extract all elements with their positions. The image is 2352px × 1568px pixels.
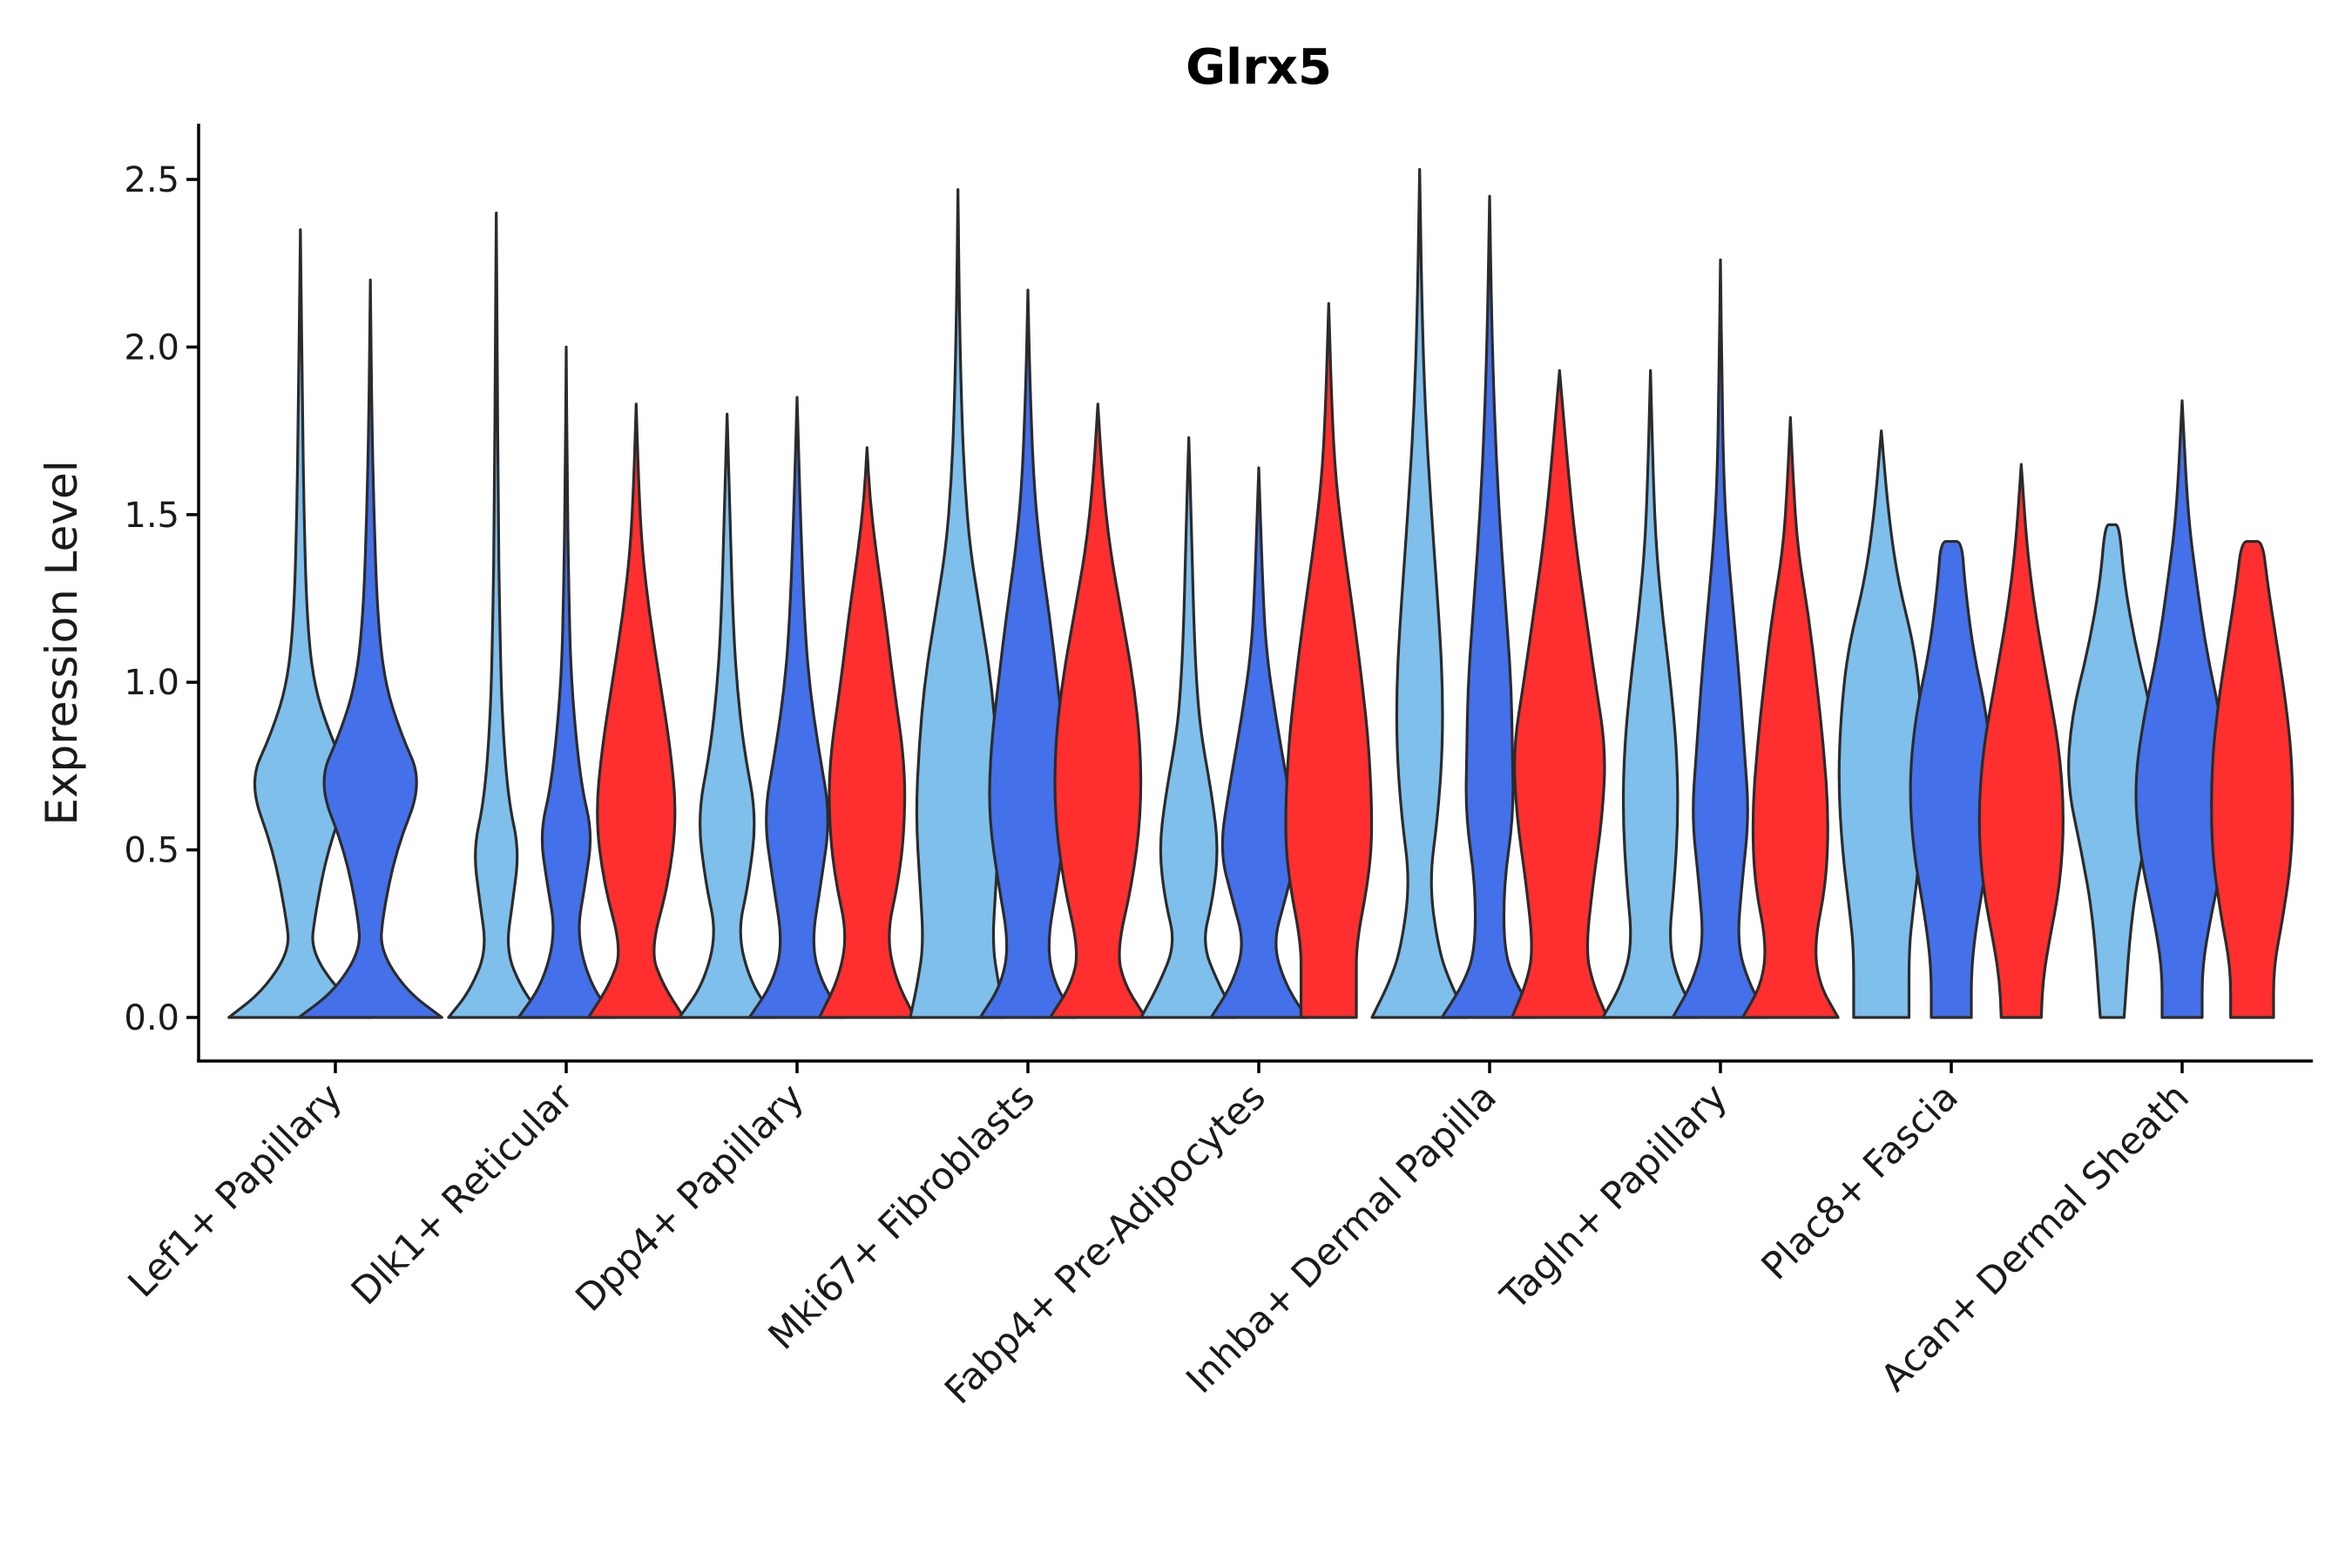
violin-layer bbox=[227, 167, 2295, 1019]
x-tick-label: Plac8+ Fascia bbox=[1754, 1075, 1967, 1288]
violin-group-2 bbox=[517, 345, 616, 1019]
violin-group-1 bbox=[1837, 429, 1925, 1019]
violin-group-3 bbox=[586, 402, 686, 1019]
y-tick-label: 0.0 bbox=[124, 998, 179, 1038]
violin-group-3 bbox=[1977, 463, 2065, 1019]
violin-group-3 bbox=[1740, 416, 1840, 1019]
violin-group-3 bbox=[1510, 368, 1609, 1019]
violin-group-3 bbox=[1048, 402, 1147, 1019]
violin-group-2 bbox=[1440, 194, 1539, 1019]
x-tick-label: Dpp4+ Papillary bbox=[568, 1075, 813, 1320]
x-tick-label: Lef1+ Papillary bbox=[120, 1075, 351, 1306]
violin-group-2 bbox=[297, 278, 443, 1019]
violin-group-3 bbox=[2210, 539, 2295, 1019]
violin-group-2 bbox=[2134, 399, 2230, 1019]
violin-group-1 bbox=[678, 412, 777, 1019]
violin-group-2 bbox=[1209, 466, 1308, 1019]
y-axis-ticks: 0.0 0.5 1.0 1.5 2.0 2.5 bbox=[124, 160, 199, 1038]
violin-group-2 bbox=[747, 395, 847, 1019]
violin-group-1 bbox=[1370, 167, 1470, 1019]
violin-group-3 bbox=[817, 446, 916, 1019]
violin-group-1 bbox=[909, 187, 1008, 1019]
y-tick-label: 1.5 bbox=[124, 496, 179, 536]
violin-group-1 bbox=[447, 211, 546, 1019]
x-tick-label: Mki67+ Fibroblasts bbox=[760, 1075, 1044, 1358]
violin-group-2 bbox=[1671, 258, 1770, 1019]
violin-group-1 bbox=[227, 228, 374, 1019]
violin-group-1 bbox=[1139, 436, 1239, 1019]
y-tick-label: 2.5 bbox=[124, 160, 179, 200]
y-tick-label: 1.0 bbox=[124, 663, 179, 703]
y-tick-label: 0.5 bbox=[124, 831, 179, 871]
chart-title: Glrx5 bbox=[1186, 39, 1332, 96]
violin-group-3 bbox=[1284, 301, 1374, 1019]
x-tick-label: Dlk1+ Reticular bbox=[343, 1075, 582, 1314]
y-tick-label: 2.0 bbox=[124, 328, 179, 368]
x-tick-label: Tagln+ Papillary bbox=[1492, 1075, 1736, 1319]
violin-group-1 bbox=[1601, 368, 1700, 1019]
y-axis-label: Expression Level bbox=[37, 460, 87, 825]
